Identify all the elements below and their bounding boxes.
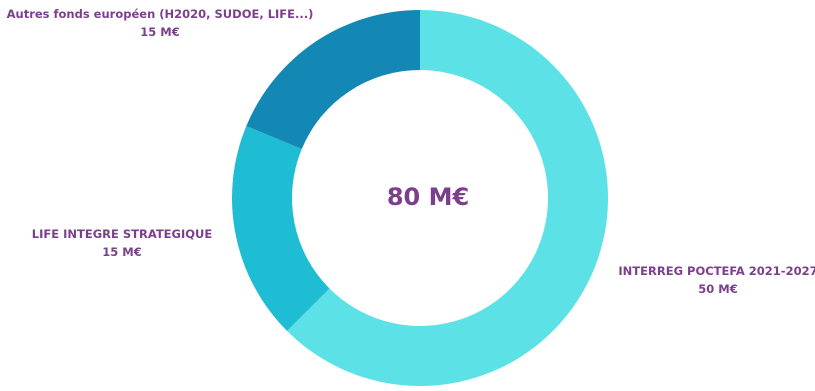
slice-interreg [287, 10, 609, 386]
slice-value-interreg: 50 M€ [698, 282, 737, 296]
slice-value-autres-fonds: 15 M€ [140, 25, 179, 39]
slice-label-interreg: INTERREG POCTEFA 2021-2027 [618, 264, 815, 278]
slice-autres-fonds [246, 9, 420, 150]
slice-label-life-integre: LIFE INTEGRE STRATEGIQUE [32, 227, 213, 241]
center-total-label: 80 M€ [387, 183, 469, 211]
slice-life-integre [232, 126, 330, 331]
slice-value-life-integre: 15 M€ [102, 245, 141, 259]
slice-label-autres-fonds: Autres fonds européen (H2020, SUDOE, LIF… [7, 7, 314, 21]
donut-slices [232, 9, 609, 386]
